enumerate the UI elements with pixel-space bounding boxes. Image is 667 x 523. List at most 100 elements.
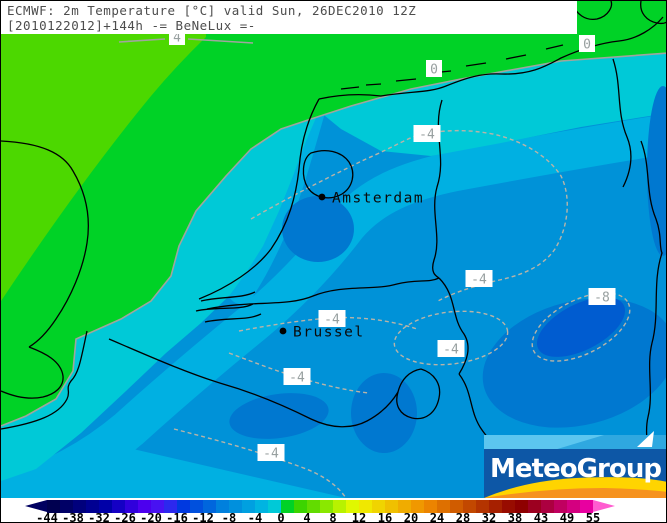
- colorbar-segment: [294, 500, 307, 513]
- colorbar-tick-label: 43: [533, 511, 549, 523]
- contour-label-box: [257, 444, 285, 461]
- colorbar-segment: [255, 500, 268, 513]
- colorbar-segment: [580, 500, 593, 513]
- colorbar-segment: [424, 500, 437, 513]
- colorbar-segment: [398, 500, 411, 513]
- colorbar-segment: [411, 500, 424, 513]
- contour-line-4: [118, 38, 254, 44]
- ijsselmeer-outline: [302, 150, 354, 199]
- border-luxembourg: [396, 368, 441, 420]
- logo-text: MeteoGroup: [490, 454, 662, 484]
- region-0-2: [1, 1, 666, 426]
- logo-sky-light: [484, 435, 604, 453]
- border-germany-east: [640, 140, 663, 468]
- colorbar-right-arrow: [593, 500, 615, 512]
- colorbar-tick-label: 55: [585, 511, 601, 523]
- title-box: ECMWF: 2m Temperature [°C] valid Sun, 26…: [1, 1, 577, 34]
- contour-label-text: -8: [594, 291, 610, 306]
- logo-orange-swoosh: [484, 488, 666, 498]
- colorbar-segment: [268, 500, 281, 513]
- colorbar-segment: [229, 500, 242, 513]
- contour-label-text: -4: [263, 447, 279, 462]
- contour-line-minus8: [531, 292, 631, 362]
- colorbar-segment: [151, 500, 164, 513]
- colorbar-tick-label: 32: [481, 511, 497, 523]
- contour-label-box: [588, 288, 616, 305]
- regions-minus8-minus6: [229, 86, 666, 453]
- contour-label-box: [283, 368, 311, 385]
- cold-pocket: [647, 86, 666, 256]
- colorbar-tick-label: -32: [88, 511, 110, 523]
- colorbar-tick-label: -44: [36, 511, 58, 523]
- colorbar-left-arrow: [25, 500, 47, 512]
- contour-label: -8: [588, 288, 616, 306]
- colorbar-segment: [333, 500, 346, 513]
- border-nl-be: [206, 277, 440, 310]
- colorbar-segment: [216, 500, 229, 513]
- contour-label: -4: [318, 310, 346, 328]
- colorbar-tick-label: 49: [559, 511, 575, 523]
- zeeland-estuaries: [195, 291, 262, 323]
- colorbar-tick-label: -38: [62, 511, 84, 523]
- colorbar-segment: [567, 500, 580, 513]
- colorbar-segment: [177, 500, 190, 513]
- contour-label-text: 0: [583, 38, 591, 53]
- region-minus4-minus2-southwest: [1, 444, 346, 498]
- contour-labels: 4 0 0 -4 -4 -4 -4 -4 -4 -8: [169, 28, 616, 462]
- contour-label-text: 4: [173, 31, 181, 46]
- colorbar-tick-label: -12: [192, 511, 214, 523]
- colorbar-tick-label: 0: [277, 511, 285, 523]
- colorbar-segment: [164, 500, 177, 513]
- coastline-france: [1, 330, 88, 430]
- city-label: Brussel: [293, 325, 365, 341]
- coastline-england-south: [1, 346, 64, 399]
- colorbar-segment: [190, 500, 203, 513]
- colorbar-segment: [437, 500, 450, 513]
- contour-label: 0: [579, 35, 595, 53]
- colorbar-tick-label: 24: [429, 511, 445, 523]
- meteogroup-logo: MeteoGroup: [484, 431, 666, 498]
- colorbar: -44 -38 -32 -26 -20 -16 -12 -8 -4 0 4 8 12 16 20 24 28 32…: [1, 498, 666, 523]
- contour-label-text: -4: [443, 343, 459, 358]
- contour-label-text: -4: [289, 371, 305, 386]
- contour-label: -4: [413, 125, 441, 143]
- coastlines-and-borders: [1, 1, 666, 498]
- colorbar-segment: [60, 500, 73, 513]
- colorbar-segment: [528, 500, 541, 513]
- coastline-england: [1, 140, 89, 348]
- colorbar-segment: [320, 500, 333, 513]
- contour-label-text: 0: [430, 63, 438, 78]
- colorbar-segment: [450, 500, 463, 513]
- colorbar-segment: [554, 500, 567, 513]
- colorbar-segment: [372, 500, 385, 513]
- contour-label: 0: [426, 60, 442, 78]
- city-label: Amsterdam: [332, 191, 424, 207]
- colorbar-tick-label: 4: [303, 511, 311, 523]
- cold-pocket: [482, 298, 666, 428]
- colorbar-tick-label: -20: [140, 511, 162, 523]
- contour-line-minus4: [173, 428, 347, 498]
- city-markers: Amsterdam Brussel: [279, 191, 424, 341]
- cold-pocket: [229, 393, 329, 439]
- colorbar-segment: [112, 500, 125, 513]
- colorbar-segment: [346, 500, 359, 513]
- colorbar-segment: [138, 500, 151, 513]
- region-minus4-minus2-band: [1, 114, 666, 498]
- contour-label-box: [579, 35, 595, 52]
- colorbar-tick-label: 28: [455, 511, 471, 523]
- border-be-de: [438, 277, 469, 375]
- colorbar-segment: [73, 500, 86, 513]
- colorbar-segment: [541, 500, 554, 513]
- contour-label: -4: [437, 340, 465, 358]
- colorbar-segment: [125, 500, 138, 513]
- contour-label: -4: [283, 368, 311, 386]
- colorbar-tick-label: -16: [166, 511, 188, 523]
- contour-line-0: [1, 52, 666, 427]
- border-germany-inland: [612, 58, 632, 188]
- colorbar-segment: [242, 500, 255, 513]
- contour-label-text: -4: [419, 128, 435, 143]
- temperature-map: 4 0 0 -4 -4 -4 -4 -4 -4 -8 Amsterdam Brussel: [1, 1, 666, 498]
- cold-pocket: [282, 196, 354, 262]
- contour-label-text: -4: [471, 273, 487, 288]
